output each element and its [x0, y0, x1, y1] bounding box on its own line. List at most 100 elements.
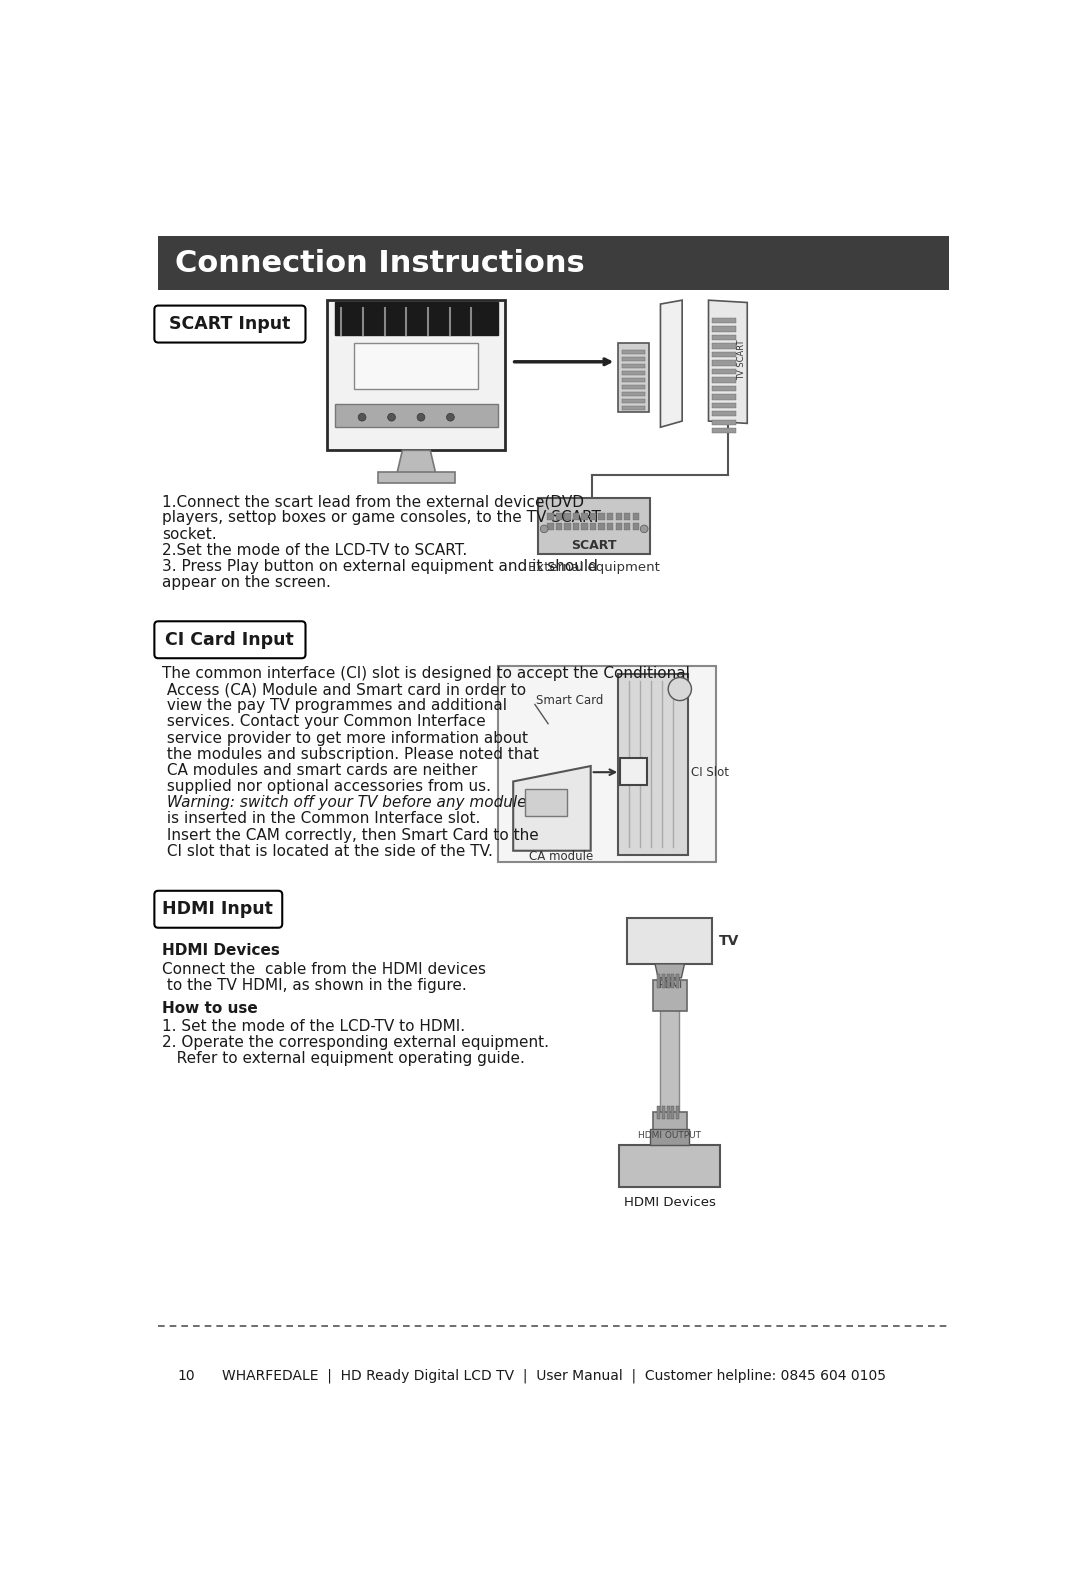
Bar [548, 523, 554, 531]
Text: 1.Connect the scart lead from the external device(DVD: 1.Connect the scart lead from the extern… [162, 494, 584, 508]
Text: 10: 10 [177, 1369, 195, 1383]
Bar [633, 513, 638, 520]
Bar [624, 523, 631, 531]
Text: is inserted in the Common Interface slot.: is inserted in the Common Interface slot… [162, 811, 481, 827]
Bar [565, 513, 570, 520]
Bar [622, 350, 645, 355]
Text: TV: TV [718, 935, 739, 947]
Bar [633, 523, 638, 531]
Text: Smart Card: Smart Card [537, 694, 604, 706]
Bar [662, 1106, 665, 1120]
Bar [624, 513, 631, 520]
Bar [620, 759, 647, 786]
Bar [713, 420, 735, 425]
Bar [627, 917, 713, 965]
Text: SCART Input: SCART Input [168, 315, 291, 333]
Bar [538, 497, 650, 553]
FancyBboxPatch shape [154, 621, 306, 659]
Text: service provider to get more information about: service provider to get more information… [162, 730, 528, 746]
FancyBboxPatch shape [154, 890, 282, 928]
Text: the modules and subscription. Please noted that: the modules and subscription. Please not… [162, 746, 539, 762]
Bar [618, 673, 688, 855]
Bar [590, 513, 596, 520]
Bar [622, 364, 645, 367]
Bar [581, 513, 588, 520]
Text: CA module: CA module [529, 849, 593, 863]
Text: CA modules and smart cards are neither: CA modules and smart cards are neither [162, 763, 477, 778]
Bar [713, 402, 735, 409]
Circle shape [540, 524, 548, 532]
Polygon shape [513, 767, 591, 851]
Bar [713, 428, 735, 434]
Bar [666, 974, 670, 988]
Circle shape [640, 524, 648, 532]
Bar [525, 789, 567, 816]
Bar [590, 523, 596, 531]
Text: 2. Operate the corresponding external equipment.: 2. Operate the corresponding external eq… [162, 1034, 549, 1050]
Text: The common interface (CI) slot is designed to accept the Conditional: The common interface (CI) slot is design… [162, 665, 690, 681]
Text: 2.Set the mode of the LCD-TV to SCART.: 2.Set the mode of the LCD-TV to SCART. [162, 543, 468, 558]
Text: appear on the screen.: appear on the screen. [162, 575, 330, 591]
Text: players, settop boxes or game consoles, to the TV SCART: players, settop boxes or game consoles, … [162, 510, 600, 526]
Bar [327, 301, 505, 450]
Circle shape [417, 413, 424, 421]
Text: Warning: switch off your TV before any module: Warning: switch off your TV before any m… [162, 795, 527, 811]
Text: Connect the  cable from the HDMI devices: Connect the cable from the HDMI devices [162, 961, 486, 977]
Text: TV SCART: TV SCART [737, 341, 745, 380]
Bar [622, 379, 645, 382]
Circle shape [669, 678, 691, 700]
Bar [622, 371, 645, 375]
Bar [713, 344, 735, 348]
Bar [713, 377, 735, 383]
Bar [713, 334, 735, 341]
Text: CI slot that is located at the side of the TV.: CI slot that is located at the side of t… [162, 844, 492, 859]
Bar [619, 1145, 720, 1188]
Circle shape [388, 413, 395, 421]
Bar [618, 342, 649, 412]
Bar [661, 977, 679, 1145]
Bar [676, 974, 679, 988]
Bar [572, 513, 579, 520]
Text: services. Contact your Common Interface: services. Contact your Common Interface [162, 714, 486, 730]
Bar [622, 385, 645, 388]
Bar [556, 513, 562, 520]
Text: Access (CA) Module and Smart card in order to: Access (CA) Module and Smart card in ord… [162, 683, 526, 697]
Bar [335, 303, 498, 334]
Bar [607, 523, 613, 531]
Bar [713, 385, 735, 391]
Bar [666, 1106, 670, 1120]
Polygon shape [661, 301, 683, 428]
Text: 1. Set the mode of the LCD-TV to HDMI.: 1. Set the mode of the LCD-TV to HDMI. [162, 1019, 465, 1034]
Bar [713, 352, 735, 356]
Bar [622, 391, 645, 396]
Text: Connection Instructions: Connection Instructions [175, 249, 585, 277]
Bar [658, 1106, 661, 1120]
Text: CI Card Input: CI Card Input [165, 630, 294, 649]
Circle shape [446, 413, 455, 421]
Text: Insert the CAM correctly, then Smart Card to the: Insert the CAM correctly, then Smart Car… [162, 827, 539, 843]
Bar [556, 523, 562, 531]
Bar [676, 1106, 679, 1120]
Text: HDMI Input: HDMI Input [162, 900, 273, 919]
Text: 3. Press Play button on external equipment and it should: 3. Press Play button on external equipme… [162, 559, 598, 573]
Bar [652, 980, 687, 1011]
Polygon shape [656, 965, 685, 977]
Text: SCART: SCART [571, 539, 617, 553]
Bar [498, 665, 716, 862]
Bar [616, 523, 622, 531]
Bar [713, 412, 735, 417]
Bar [378, 472, 455, 483]
Text: External equipment: External equipment [528, 561, 660, 573]
Bar [713, 369, 735, 374]
Bar [598, 513, 605, 520]
Bar [354, 342, 478, 388]
Bar [622, 399, 645, 402]
Text: HDMI: HDMI [658, 980, 681, 990]
Bar [581, 523, 588, 531]
Circle shape [359, 413, 366, 421]
Text: HDMI Devices: HDMI Devices [162, 942, 280, 958]
Bar [622, 406, 645, 410]
Bar [572, 523, 579, 531]
Text: HDMI Devices: HDMI Devices [624, 1196, 716, 1209]
Text: HDMI OUTPUT: HDMI OUTPUT [638, 1131, 701, 1140]
